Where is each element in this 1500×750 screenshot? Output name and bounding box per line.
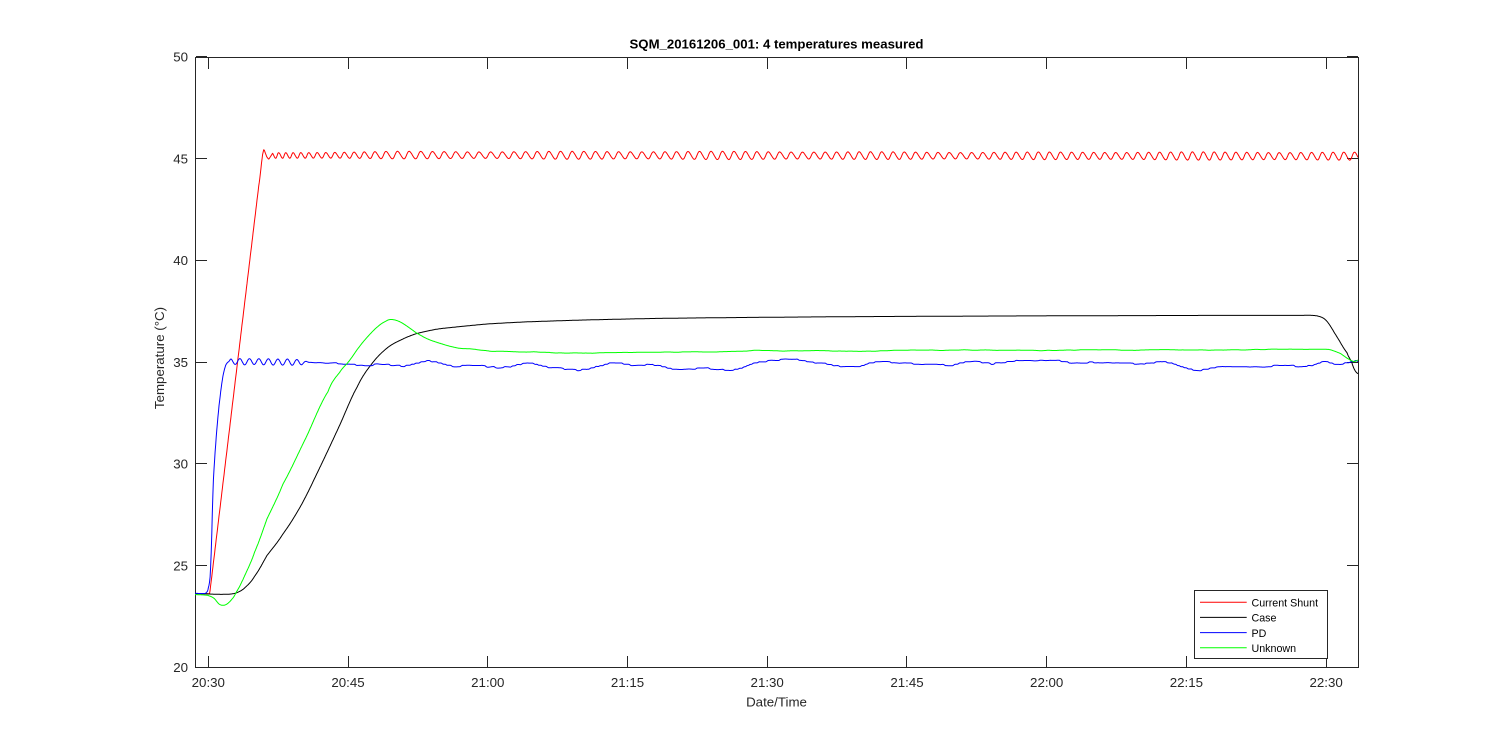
svg-text:25: 25 [173, 558, 188, 573]
svg-text:21:00: 21:00 [471, 675, 504, 690]
svg-text:Unknown: Unknown [1252, 643, 1297, 655]
svg-text:SQM_20161206_001: 4 temperatur: SQM_20161206_001: 4 temperatures measure… [630, 37, 924, 52]
svg-text:21:15: 21:15 [611, 675, 644, 690]
svg-text:22:15: 22:15 [1170, 675, 1203, 690]
svg-text:22:30: 22:30 [1309, 675, 1342, 690]
svg-text:20: 20 [173, 660, 188, 675]
svg-text:50: 50 [173, 50, 188, 65]
svg-text:21:30: 21:30 [751, 675, 784, 690]
svg-text:Date/Time: Date/Time [746, 695, 807, 710]
svg-text:Case: Case [1252, 613, 1277, 625]
svg-text:21:45: 21:45 [890, 675, 923, 690]
svg-text:20:45: 20:45 [331, 675, 364, 690]
svg-text:35: 35 [173, 355, 188, 370]
svg-text:PD: PD [1252, 628, 1267, 640]
svg-text:45: 45 [173, 151, 188, 166]
svg-text:22:00: 22:00 [1030, 675, 1063, 690]
svg-text:40: 40 [173, 253, 188, 268]
svg-text:Current Shunt: Current Shunt [1252, 598, 1319, 610]
svg-text:Temperature (°C): Temperature (°C) [152, 307, 167, 409]
svg-text:20:30: 20:30 [192, 675, 225, 690]
svg-text:30: 30 [173, 457, 188, 472]
